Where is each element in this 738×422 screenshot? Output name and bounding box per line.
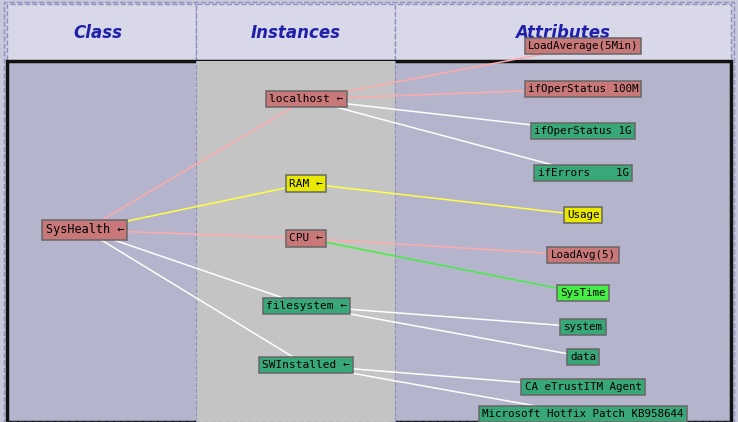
Text: Instances: Instances [250, 24, 340, 42]
FancyBboxPatch shape [7, 61, 731, 422]
FancyBboxPatch shape [7, 4, 731, 61]
Text: filesystem ←: filesystem ← [266, 301, 347, 311]
Text: SysTime: SysTime [560, 288, 606, 298]
Text: CPU ←: CPU ← [289, 233, 323, 243]
Text: LoadAvg(5): LoadAvg(5) [551, 250, 615, 260]
Text: Microsoft Hotfix Patch KB958644: Microsoft Hotfix Patch KB958644 [482, 409, 684, 419]
Text: SysHealth ←: SysHealth ← [46, 224, 124, 236]
Text: RAM ←: RAM ← [289, 179, 323, 189]
Text: ifOperStatus 100M: ifOperStatus 100M [528, 84, 638, 94]
Text: SWInstalled ←: SWInstalled ← [263, 360, 350, 370]
Text: system: system [564, 322, 602, 332]
Text: ifErrors    1G: ifErrors 1G [537, 168, 629, 178]
FancyBboxPatch shape [196, 4, 395, 61]
FancyBboxPatch shape [7, 4, 196, 61]
Text: Usage: Usage [567, 210, 599, 220]
FancyBboxPatch shape [395, 4, 731, 61]
Text: localhost ←: localhost ← [269, 94, 343, 104]
Text: Class: Class [74, 24, 123, 42]
Text: CA eTrustITM Agent: CA eTrustITM Agent [525, 382, 641, 392]
Text: ifOperStatus 1G: ifOperStatus 1G [534, 126, 632, 136]
FancyBboxPatch shape [196, 61, 395, 422]
Text: LoadAverage(5Min): LoadAverage(5Min) [528, 41, 638, 51]
Text: data: data [570, 352, 596, 362]
Text: Attributes: Attributes [515, 24, 610, 42]
